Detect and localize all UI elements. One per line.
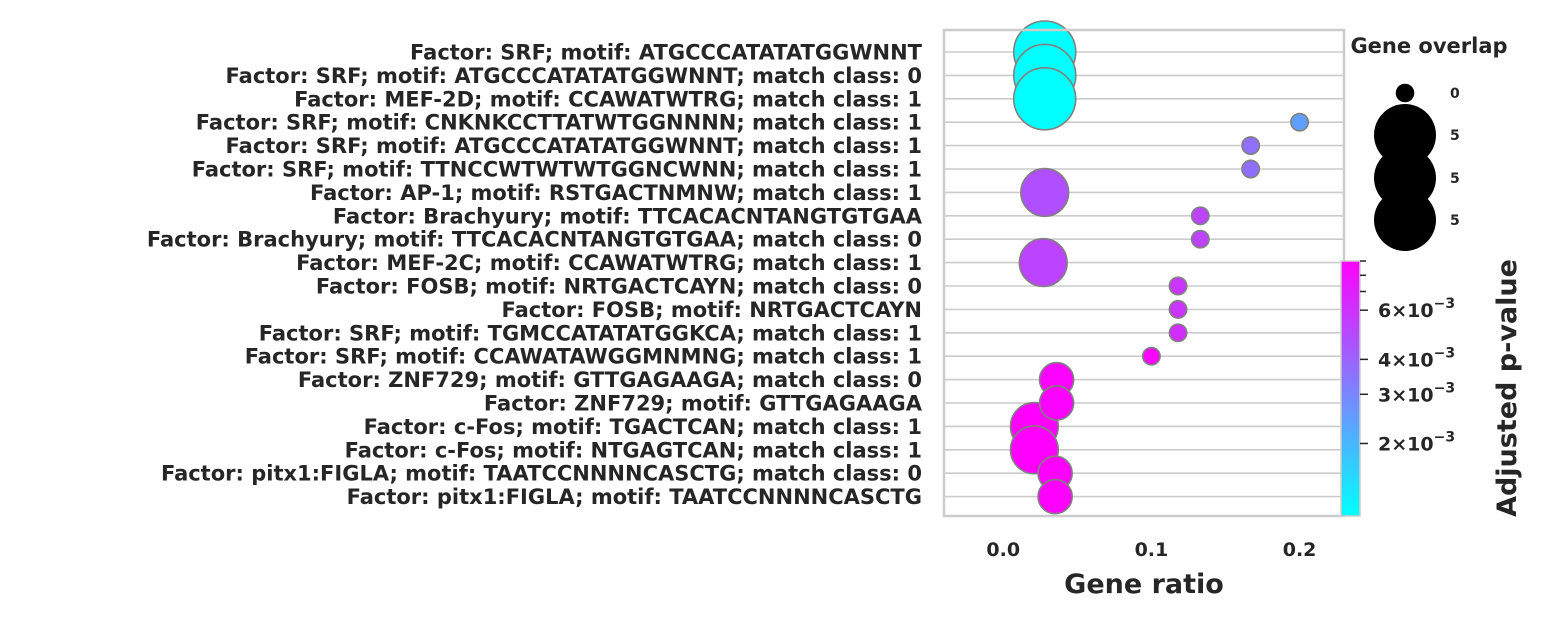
y-tick-label: Factor: Brachyury; motif: TTCACACNTANGTG… <box>147 228 922 252</box>
y-tick-label: Factor: c-Fos; motif: NTGAGTCAN; match c… <box>345 438 922 462</box>
y-tick-label: Factor: MEF-2C; motif: CCAWATWTRG; match… <box>296 251 922 275</box>
y-tick-label: Factor: SRF; motif: ATGCCCATATATGGWNNT; … <box>226 134 922 158</box>
data-point <box>1038 385 1075 421</box>
size-legend-title: Gene overlap <box>1350 34 1507 58</box>
colorbar-tick-label: 2×10−3 <box>1378 429 1455 455</box>
y-tick-label: Factor: SRF; motif: CCAWATAWGGMNMNG; mat… <box>245 345 922 369</box>
y-tick-label: Factor: FOSB; motif: NRTGACTCAYN <box>502 298 922 322</box>
size-legend-marker <box>1374 104 1436 166</box>
y-tick-label: Factor: pitx1:FIGLA; motif: TAATCCNNNNCA… <box>347 485 922 509</box>
data-points <box>1009 20 1310 515</box>
data-point <box>1241 136 1261 156</box>
y-tick-label: Factor: SRF; motif: ATGCCCATATATGGWNNT; … <box>226 64 922 88</box>
size-legend-marker <box>1374 189 1436 251</box>
size-legend-label: 5 <box>1450 171 1460 187</box>
colorbar-frame <box>1340 260 1361 517</box>
data-point <box>1190 229 1210 249</box>
y-tick-label: Factor: c-Fos; motif: TGACTCAN; match cl… <box>364 415 922 439</box>
data-point <box>1037 478 1073 515</box>
y-tick-label: Factor: SRF; motif: TGMCCATATATGGKCA; ma… <box>259 321 922 345</box>
y-tick-label: Factor: FOSB; motif: NRTGACTCAYN; match … <box>316 275 922 299</box>
y-tick-label: Factor: SRF; motif: ATGCCCATATATGGWNNT <box>410 41 923 65</box>
x-tick-label: 0.2 <box>1283 539 1317 561</box>
x-tick-label: 0.1 <box>1135 539 1169 561</box>
size-legend-label: 0 <box>1450 86 1460 102</box>
data-point <box>1018 237 1068 288</box>
y-tick-label: Factor: SRF; motif: TTNCCWTWTWTGGNCWNN; … <box>192 158 922 182</box>
y-tick-label: Factor: pitx1:FIGLA; motif: TAATCCNNNNCA… <box>161 462 922 486</box>
size-legend: Gene overlap 0 5 5 5 <box>1350 34 1508 251</box>
y-tick-label: Factor: MEF-2D; motif: CCAWATWTRG; match… <box>294 87 922 111</box>
data-point <box>1168 276 1188 296</box>
colorbar: Adjusted p-value 6×10−3 4×10−3 3×10−3 2×10−… <box>1340 259 1523 517</box>
data-point <box>1168 299 1188 319</box>
size-legend-label: 5 <box>1450 213 1460 229</box>
data-point <box>1020 167 1070 218</box>
gridlines <box>944 51 1344 498</box>
y-axis-labels: Factor: SRF; motif: ATGCCCATATATGGWNNTFa… <box>147 41 923 510</box>
colorbar-tick-label: 6×10−3 <box>1378 296 1455 322</box>
data-point <box>1290 112 1310 132</box>
y-tick-label: Factor: ZNF729; motif: GTTGAGAAGA <box>484 392 923 416</box>
x-axis-title: Gene ratio <box>1064 569 1224 600</box>
colorbar-title: Adjusted p-value <box>1492 259 1523 517</box>
colorbar-gradient <box>1341 261 1360 516</box>
x-axis-ticks: 0.0 0.1 0.2 <box>986 539 1316 561</box>
size-legend-marker <box>1395 83 1415 103</box>
y-tick-label: Factor: AP-1; motif: RSTGACTNMNW; match … <box>310 181 922 205</box>
size-legend-label: 5 <box>1450 128 1460 144</box>
data-point <box>1012 67 1077 131</box>
colorbar-tick-label: 3×10−3 <box>1378 380 1455 406</box>
y-tick-label: Factor: ZNF729; motif: GTTGAGAAGA; match… <box>298 368 922 392</box>
y-tick-label: Factor: SRF; motif: CNKNKCCTTATWTGGNNNN;… <box>196 111 922 135</box>
data-point <box>1190 206 1210 226</box>
plot-frame <box>942 28 1346 518</box>
data-point <box>1241 159 1261 179</box>
x-tick-label: 0.0 <box>986 539 1020 561</box>
colorbar-tick-label: 4×10−3 <box>1378 345 1455 371</box>
y-tick-label: Factor: Brachyury; motif: TTCACACNTANGTG… <box>333 204 923 228</box>
data-point <box>1141 346 1161 366</box>
data-point <box>1168 323 1188 343</box>
